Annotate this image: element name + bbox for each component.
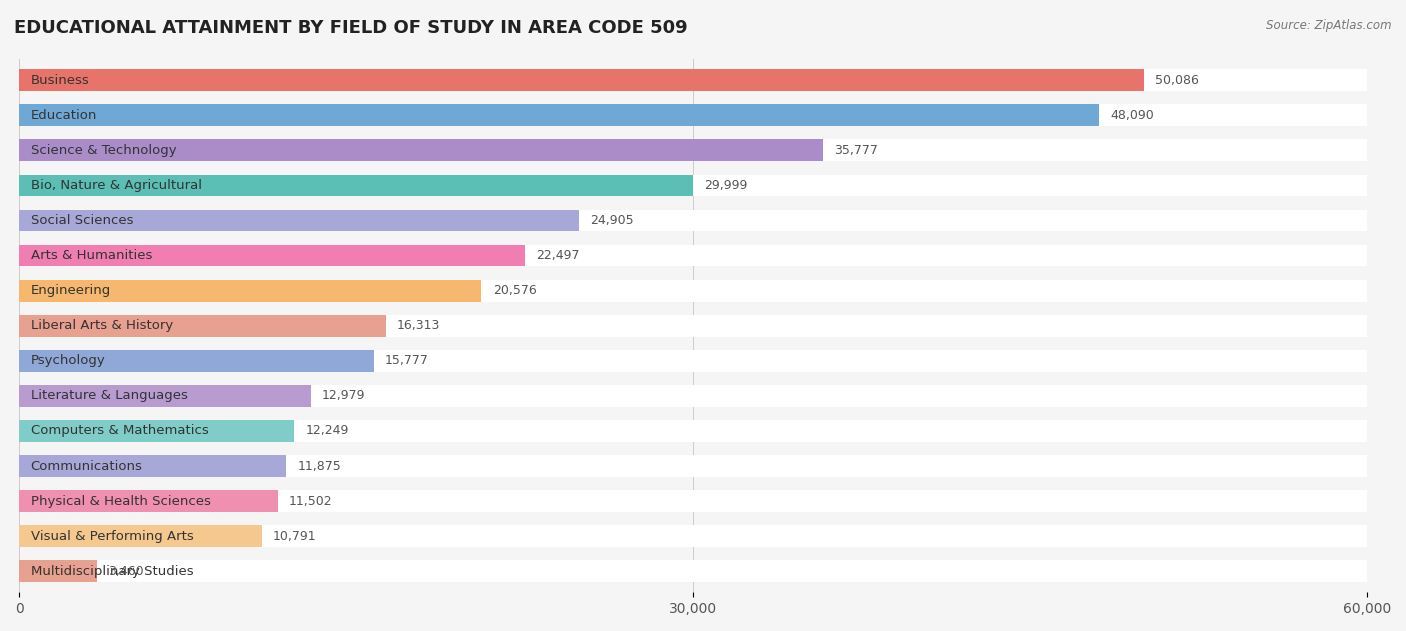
Text: 11,502: 11,502 xyxy=(288,495,333,507)
Text: Visual & Performing Arts: Visual & Performing Arts xyxy=(31,529,194,543)
Bar xyxy=(20,139,823,162)
Bar xyxy=(20,69,1367,91)
Text: 15,777: 15,777 xyxy=(385,354,429,367)
Bar xyxy=(20,280,1367,302)
Bar xyxy=(20,455,1367,477)
Text: 12,249: 12,249 xyxy=(305,425,349,437)
Text: 16,313: 16,313 xyxy=(396,319,440,333)
Bar xyxy=(20,490,278,512)
Bar xyxy=(20,175,693,196)
Bar xyxy=(20,69,1144,91)
Text: 22,497: 22,497 xyxy=(536,249,579,262)
Text: Science & Technology: Science & Technology xyxy=(31,144,176,157)
Bar xyxy=(20,455,285,477)
Text: 29,999: 29,999 xyxy=(704,179,748,192)
Text: Business: Business xyxy=(31,74,90,86)
Bar xyxy=(20,280,481,302)
Bar xyxy=(20,104,1099,126)
Bar xyxy=(20,245,1367,266)
Text: Source: ZipAtlas.com: Source: ZipAtlas.com xyxy=(1267,19,1392,32)
Text: Social Sciences: Social Sciences xyxy=(31,214,134,227)
Bar xyxy=(20,420,1367,442)
Text: Computers & Mathematics: Computers & Mathematics xyxy=(31,425,208,437)
Bar xyxy=(20,350,374,372)
Text: Psychology: Psychology xyxy=(31,354,105,367)
Text: Education: Education xyxy=(31,109,97,122)
Text: 12,979: 12,979 xyxy=(322,389,366,403)
Bar xyxy=(20,525,262,547)
Bar xyxy=(20,245,524,266)
Bar xyxy=(20,350,1367,372)
Bar xyxy=(20,385,1367,407)
Text: Bio, Nature & Agricultural: Bio, Nature & Agricultural xyxy=(31,179,201,192)
Text: 11,875: 11,875 xyxy=(297,459,342,473)
Text: 10,791: 10,791 xyxy=(273,529,316,543)
Text: 48,090: 48,090 xyxy=(1111,109,1154,122)
Text: Literature & Languages: Literature & Languages xyxy=(31,389,187,403)
Bar xyxy=(20,385,311,407)
Text: 24,905: 24,905 xyxy=(591,214,634,227)
Bar xyxy=(20,525,1367,547)
Text: 3,460: 3,460 xyxy=(108,565,143,578)
Bar xyxy=(20,560,1367,582)
Bar xyxy=(20,175,1367,196)
Text: EDUCATIONAL ATTAINMENT BY FIELD OF STUDY IN AREA CODE 509: EDUCATIONAL ATTAINMENT BY FIELD OF STUDY… xyxy=(14,19,688,37)
Bar xyxy=(20,315,385,336)
Text: Physical & Health Sciences: Physical & Health Sciences xyxy=(31,495,211,507)
Bar xyxy=(20,490,1367,512)
Text: Engineering: Engineering xyxy=(31,284,111,297)
Text: Communications: Communications xyxy=(31,459,142,473)
Text: Multidisciplinary Studies: Multidisciplinary Studies xyxy=(31,565,193,578)
Text: Liberal Arts & History: Liberal Arts & History xyxy=(31,319,173,333)
Bar xyxy=(20,139,1367,162)
Bar xyxy=(20,209,1367,232)
Bar xyxy=(20,560,97,582)
Text: 35,777: 35,777 xyxy=(834,144,877,157)
Text: 20,576: 20,576 xyxy=(492,284,537,297)
Text: 50,086: 50,086 xyxy=(1156,74,1199,86)
Bar xyxy=(20,315,1367,336)
Bar xyxy=(20,104,1367,126)
Bar xyxy=(20,420,294,442)
Text: Arts & Humanities: Arts & Humanities xyxy=(31,249,152,262)
Bar xyxy=(20,209,579,232)
